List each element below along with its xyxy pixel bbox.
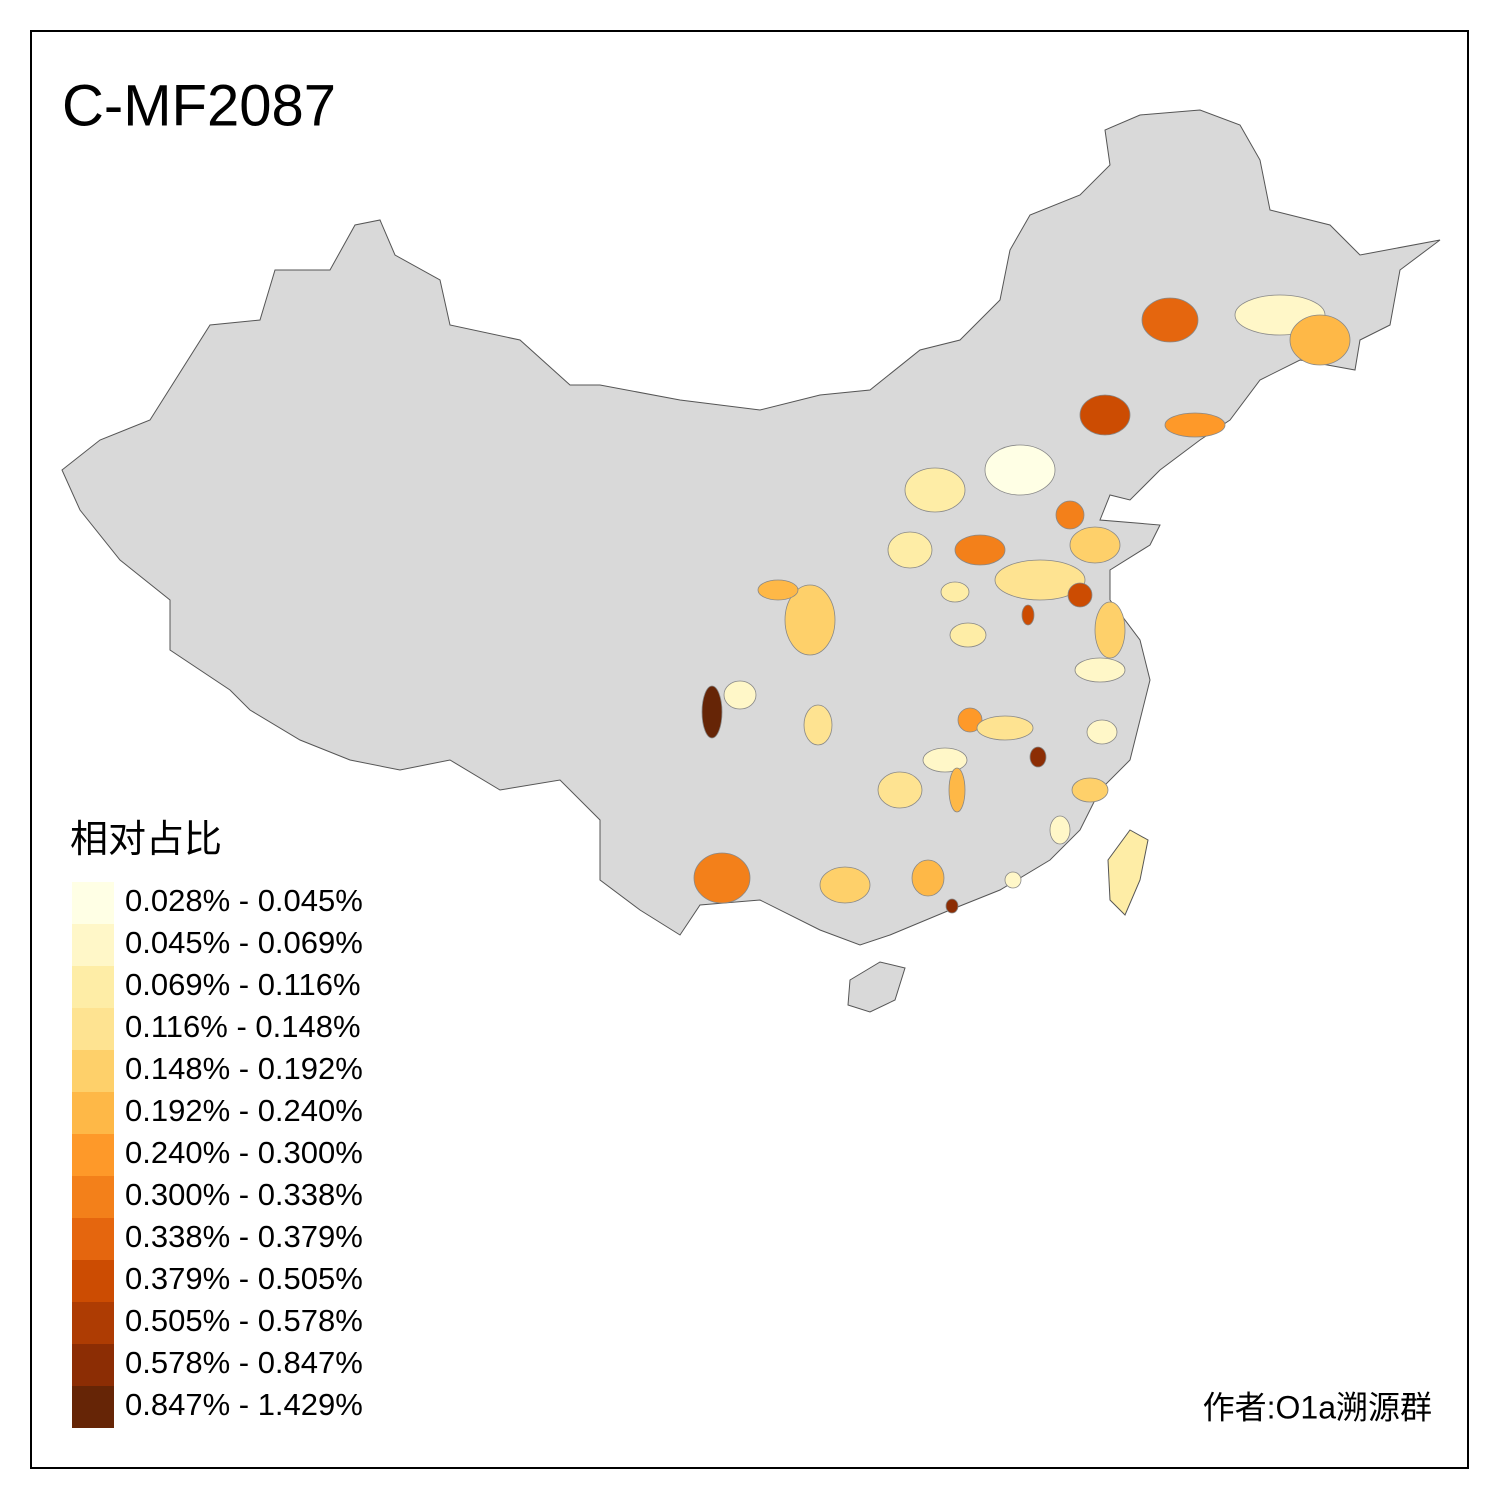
legend-swatch: [72, 1050, 114, 1092]
region: [948, 767, 966, 813]
region: [1049, 815, 1071, 845]
region: [819, 866, 871, 904]
region: [954, 534, 1006, 566]
regions: [693, 294, 1351, 914]
legend-label: 0.300% - 0.338%: [125, 1177, 363, 1212]
region: [803, 704, 833, 746]
region: [723, 680, 757, 710]
legend-label: 0.192% - 0.240%: [125, 1093, 363, 1128]
legend-swatch: [72, 882, 114, 924]
region: [1086, 719, 1118, 745]
region: [940, 581, 970, 603]
region: [976, 715, 1034, 741]
legend-label: 0.847% - 1.429%: [125, 1387, 363, 1422]
region: [1164, 412, 1226, 438]
legend-swatch: [72, 1260, 114, 1302]
region: [757, 579, 799, 601]
legend-swatch: [72, 1302, 114, 1344]
legend-swatch: [72, 1218, 114, 1260]
legend-label: 0.338% - 0.379%: [125, 1219, 363, 1254]
region: [1004, 871, 1022, 889]
region: [957, 707, 983, 733]
region: [911, 859, 945, 897]
legend-title: 相对占比: [70, 819, 222, 861]
legend-label: 0.116% - 0.148%: [125, 1009, 361, 1044]
legend-label: 0.578% - 0.847%: [125, 1345, 363, 1380]
region: [1055, 500, 1085, 530]
region: [701, 685, 723, 739]
legend-swatch: [72, 1134, 114, 1176]
legend-swatch: [72, 924, 114, 966]
region: [887, 531, 933, 569]
legend-label: 0.069% - 0.116%: [125, 967, 361, 1002]
region: [1094, 601, 1126, 659]
region: [922, 747, 968, 773]
region: [1069, 526, 1121, 564]
legend-label: 0.045% - 0.069%: [125, 925, 363, 960]
region: [877, 771, 923, 809]
legend-swatch: [72, 1008, 114, 1050]
legend-label: 0.240% - 0.300%: [125, 1135, 363, 1170]
legend-label: 0.379% - 0.505%: [125, 1261, 363, 1296]
region: [1067, 582, 1093, 608]
region: [994, 559, 1086, 601]
region: [1079, 394, 1131, 436]
credit: 作者:O1a溯源群: [1203, 1389, 1432, 1425]
region: [945, 898, 959, 914]
region: [1289, 314, 1351, 366]
taiwan: [1107, 829, 1149, 916]
region: [1141, 297, 1199, 343]
region: [693, 852, 751, 904]
region: [984, 444, 1056, 496]
legend-swatch: [72, 1176, 114, 1218]
region: [904, 467, 966, 513]
legend-label: 0.148% - 0.192%: [125, 1051, 363, 1086]
map-title: C-MF2087: [62, 73, 336, 138]
region: [1071, 777, 1109, 803]
legend-label: 0.028% - 0.045%: [125, 883, 363, 918]
legend-swatch: [72, 1092, 114, 1134]
legend-label: 0.505% - 0.578%: [125, 1303, 363, 1338]
legend-swatch: [72, 1386, 114, 1428]
region: [949, 622, 987, 648]
region: [784, 584, 836, 656]
hainan: [847, 961, 906, 1013]
legend: 0.028% - 0.045% 0.045% - 0.069% 0.069% - 0…: [72, 882, 363, 1428]
region: [1029, 746, 1047, 768]
legend-swatch: [72, 966, 114, 1008]
legend-swatch: [72, 1344, 114, 1386]
region: [1021, 604, 1035, 626]
region: [1074, 657, 1126, 683]
